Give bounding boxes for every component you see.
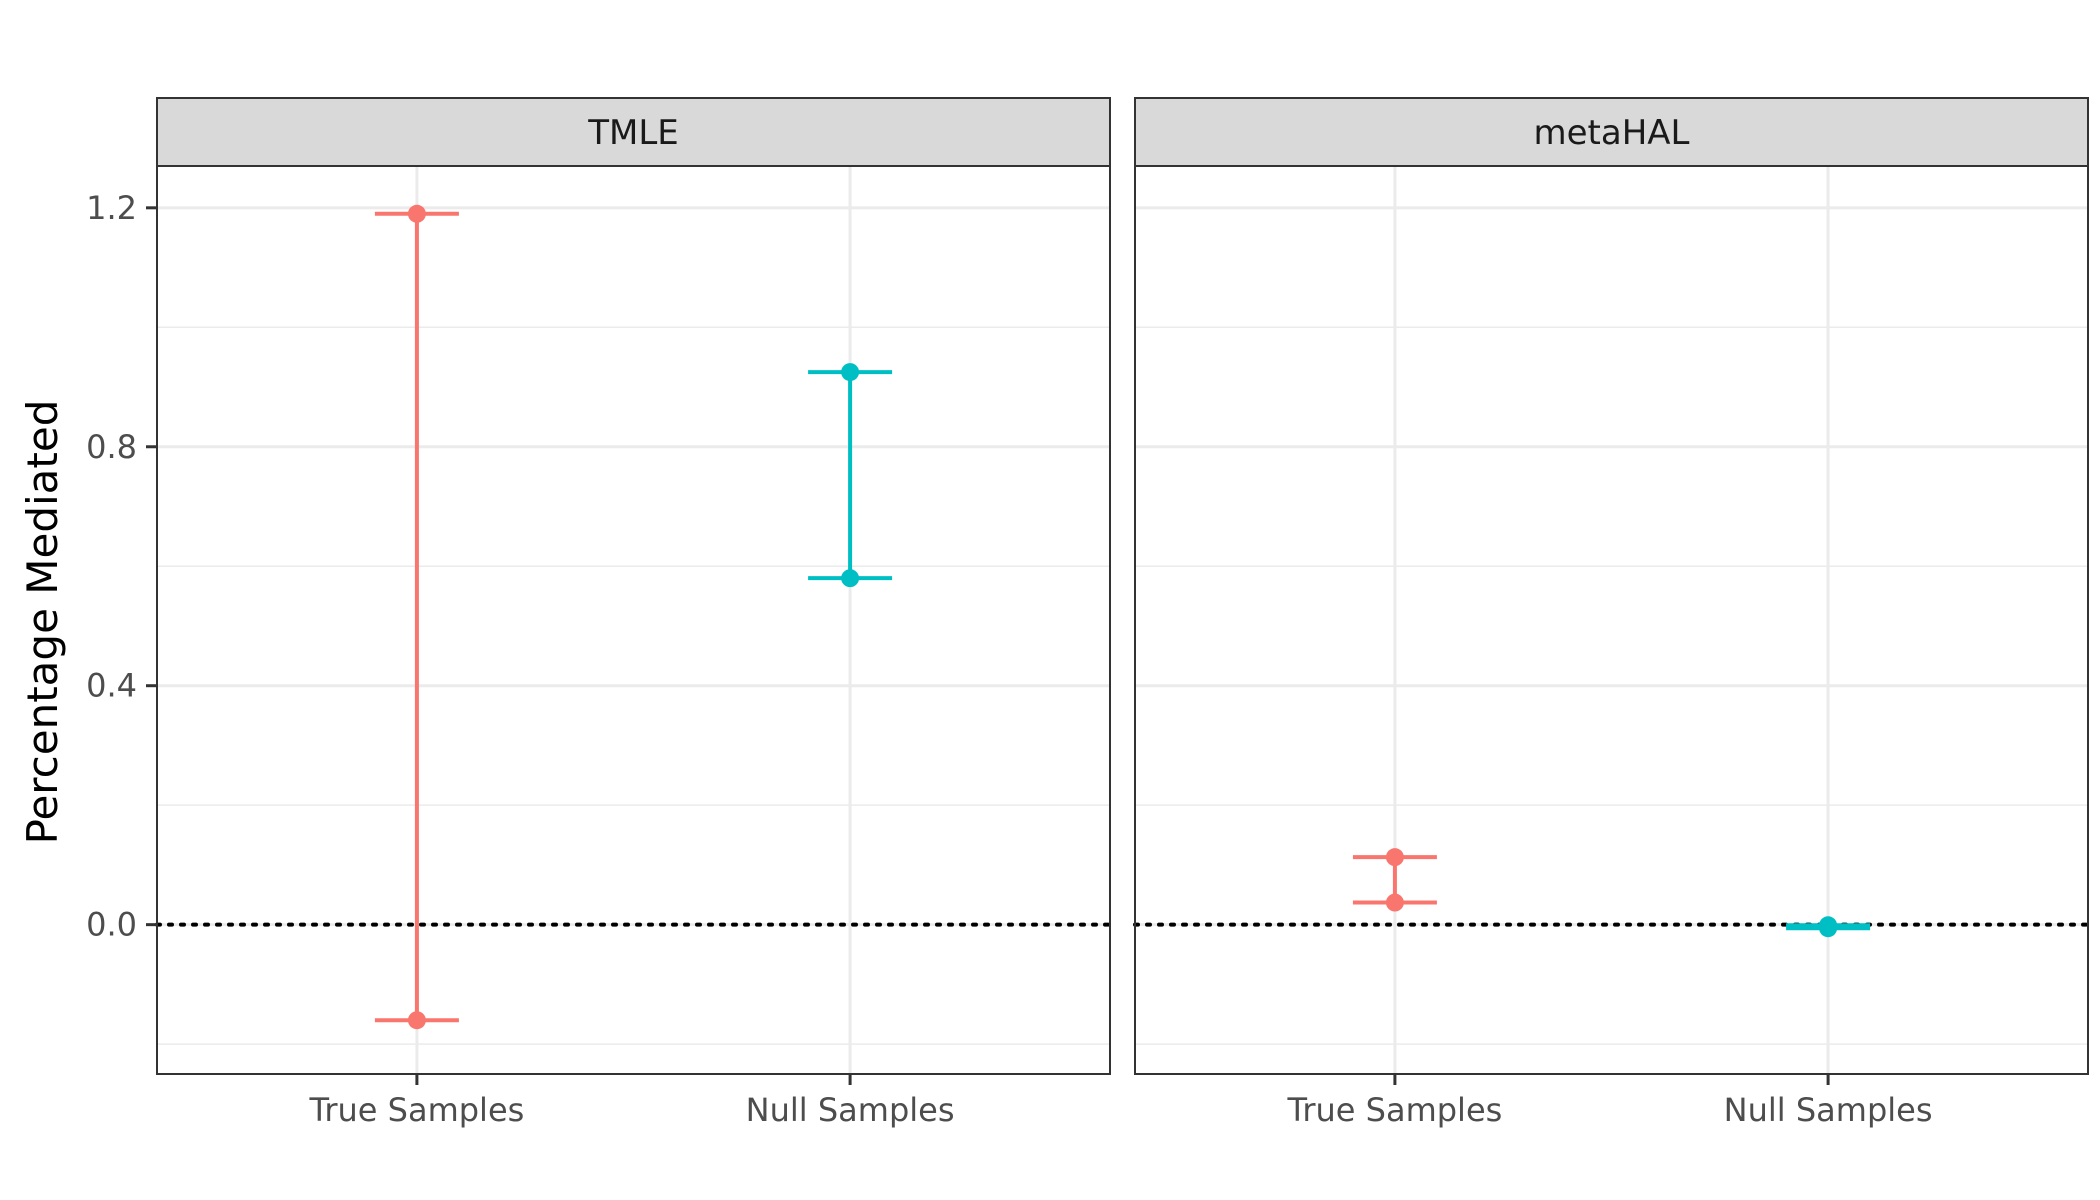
y-axis-title: Percentage Mediated <box>18 400 67 845</box>
point-upper <box>1385 848 1404 867</box>
panel-tmle: TMLE True Samples Null Samples 0.0 0.4 0.8 1.2 <box>86 97 1112 1129</box>
point-lower <box>1385 893 1404 912</box>
x-tick-label: True Samples <box>309 1091 525 1129</box>
errorbar-true-samples <box>1352 848 1437 912</box>
point-lower <box>407 1011 426 1030</box>
facet-strip-bg <box>1134 97 2089 167</box>
facet-strip-label: TMLE <box>587 113 679 153</box>
x-tick-label: True Samples <box>1287 1091 1503 1129</box>
panels-layer: TMLE True Samples Null Samples 0.0 0.4 0.8 1.2… <box>86 97 2090 1129</box>
facet-strip-label: metaHAL <box>1534 113 1690 153</box>
y-tick-label: 0.0 <box>86 906 137 944</box>
point-lower <box>841 569 860 588</box>
panel-metahal: metaHAL True Samples Null Samples <box>1133 97 2090 1129</box>
point-upper <box>841 363 860 382</box>
panel-border <box>156 165 1111 1075</box>
y-tick-label: 0.8 <box>86 428 137 466</box>
panel-border <box>1134 165 2089 1075</box>
errorbar-null-samples <box>808 363 893 588</box>
x-tick-label: Null Samples <box>1724 1091 1933 1129</box>
point-upper <box>407 204 426 223</box>
facet-strip-bg <box>156 97 1111 167</box>
x-tick-label: Null Samples <box>746 1091 955 1129</box>
y-tick-label: 0.4 <box>86 667 137 705</box>
panel-background <box>157 166 1110 1074</box>
axes-layer: Percentage Mediated <box>18 400 67 845</box>
errorbar-true-samples <box>374 204 459 1030</box>
y-tick-label: 1.2 <box>86 189 137 227</box>
point-lower <box>1819 919 1838 938</box>
panel-background <box>1135 166 2088 1074</box>
errorbar-null-samples <box>1786 916 1871 938</box>
